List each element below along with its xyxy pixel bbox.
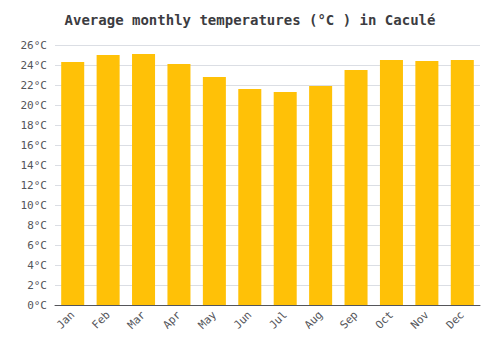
svg-text:6°C: 6°C bbox=[27, 239, 47, 252]
svg-text:May: May bbox=[196, 308, 219, 331]
svg-text:22°C: 22°C bbox=[21, 79, 48, 92]
svg-text:Sep: Sep bbox=[337, 308, 360, 331]
svg-text:Jul: Jul bbox=[267, 308, 290, 331]
svg-text:0°C: 0°C bbox=[27, 299, 47, 312]
svg-text:14°C: 14°C bbox=[21, 159, 48, 172]
svg-text:2°C: 2°C bbox=[27, 279, 47, 292]
svg-text:10°C: 10°C bbox=[21, 199, 48, 212]
svg-text:16°C: 16°C bbox=[21, 139, 48, 152]
svg-text:24°C: 24°C bbox=[21, 59, 48, 72]
svg-text:20°C: 20°C bbox=[21, 99, 48, 112]
svg-text:Aug: Aug bbox=[302, 308, 325, 331]
svg-text:4°C: 4°C bbox=[27, 259, 47, 272]
svg-text:Mar: Mar bbox=[125, 308, 148, 331]
svg-text:Dec: Dec bbox=[444, 308, 467, 331]
svg-text:Oct: Oct bbox=[373, 308, 396, 331]
svg-text:Feb: Feb bbox=[89, 308, 112, 331]
svg-text:8°C: 8°C bbox=[27, 219, 47, 232]
svg-text:26°C: 26°C bbox=[21, 39, 48, 52]
svg-text:12°C: 12°C bbox=[21, 179, 48, 192]
svg-text:Apr: Apr bbox=[160, 308, 183, 331]
svg-text:Average monthly temperatures (: Average monthly temperatures (°C ) in Ca… bbox=[65, 12, 436, 28]
svg-text:18°C: 18°C bbox=[21, 119, 48, 132]
svg-text:Jan: Jan bbox=[54, 308, 77, 331]
svg-text:Nov: Nov bbox=[408, 308, 431, 331]
svg-text:Jun: Jun bbox=[231, 308, 254, 331]
